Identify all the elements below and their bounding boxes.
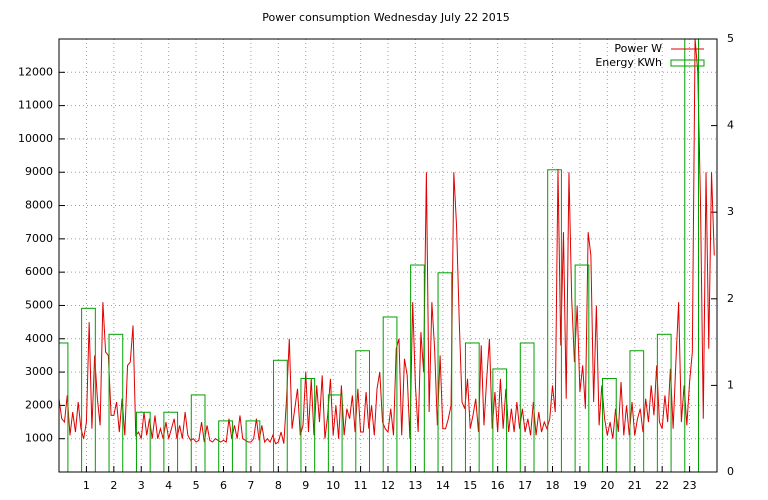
energy-box [547,169,562,472]
chart-title: Power consumption Wednesday July 22 2015 [262,11,509,24]
energy-box [410,264,425,472]
energy-box [273,359,288,472]
y-tick-label: 4000 [25,332,53,345]
energy-box [492,368,508,472]
energy-box [163,411,179,472]
legend-swatch [670,59,705,67]
x-tick-label: 10 [326,479,340,492]
x-tick-label: 13 [408,479,422,492]
x-tick-label: 11 [354,479,368,492]
plot-area [59,39,715,472]
x-tick-label: 22 [655,479,669,492]
y-tick-label: 12000 [18,65,53,78]
y-tick-label: 2000 [25,398,53,411]
x-tick-label: 14 [436,479,450,492]
x-tick-label: 2 [110,479,117,492]
legend-label: Energy KWh [595,56,662,69]
energy-box [59,342,69,472]
y-tick-label: 7000 [25,232,53,245]
energy-box [519,342,535,472]
power-line [59,39,715,445]
energy-box [574,264,590,472]
y-tick-label: 6000 [25,265,53,278]
x-tick-label: 8 [275,479,282,492]
x-tick-label: 6 [220,479,227,492]
energy-box [355,350,370,472]
x-tick-label: 23 [683,479,697,492]
x-tick-label: 3 [138,479,145,492]
x-tick-label: 18 [546,479,560,492]
energy-box [437,272,453,472]
y-tick-label: 1000 [25,432,53,445]
energy-box [382,316,398,472]
x-tick-label: 19 [573,479,587,492]
energy-box [218,420,233,472]
energy-box [245,420,261,472]
energy-box [629,350,645,472]
energy-box [108,333,124,472]
x-tick-label: 5 [193,479,200,492]
energy-box [135,411,151,472]
y-tick-label: 11000 [18,99,53,112]
y2-tick-label: 4 [727,119,734,132]
x-tick-label: 20 [600,479,614,492]
legend-label: Power W [614,42,662,55]
x-tick-label: 17 [518,479,532,492]
x-tick-label: 1 [83,479,90,492]
y2-tick-label: 1 [727,378,734,391]
x-tick-label: 21 [628,479,642,492]
energy-box [656,333,672,472]
y-tick-label: 9000 [25,165,53,178]
y2-tick-label: 0 [727,465,734,478]
y-tick-label: 3000 [25,365,53,378]
y2-tick-label: 3 [727,205,734,218]
y-tick-label: 5000 [25,298,53,311]
x-tick-label: 4 [165,479,172,492]
x-tick-label: 16 [491,479,505,492]
x-tick-label: 9 [302,479,309,492]
y-tick-label: 10000 [18,132,53,145]
y2-tick-label: 2 [727,292,734,305]
y2-tick-label: 5 [727,32,734,45]
x-tick-label: 12 [381,479,395,492]
plot-border [58,38,718,473]
y-tick-label: 8000 [25,199,53,212]
energy-box [684,39,699,472]
energy-box [464,342,480,472]
x-tick-label: 7 [247,479,254,492]
x-tick-label: 15 [463,479,477,492]
